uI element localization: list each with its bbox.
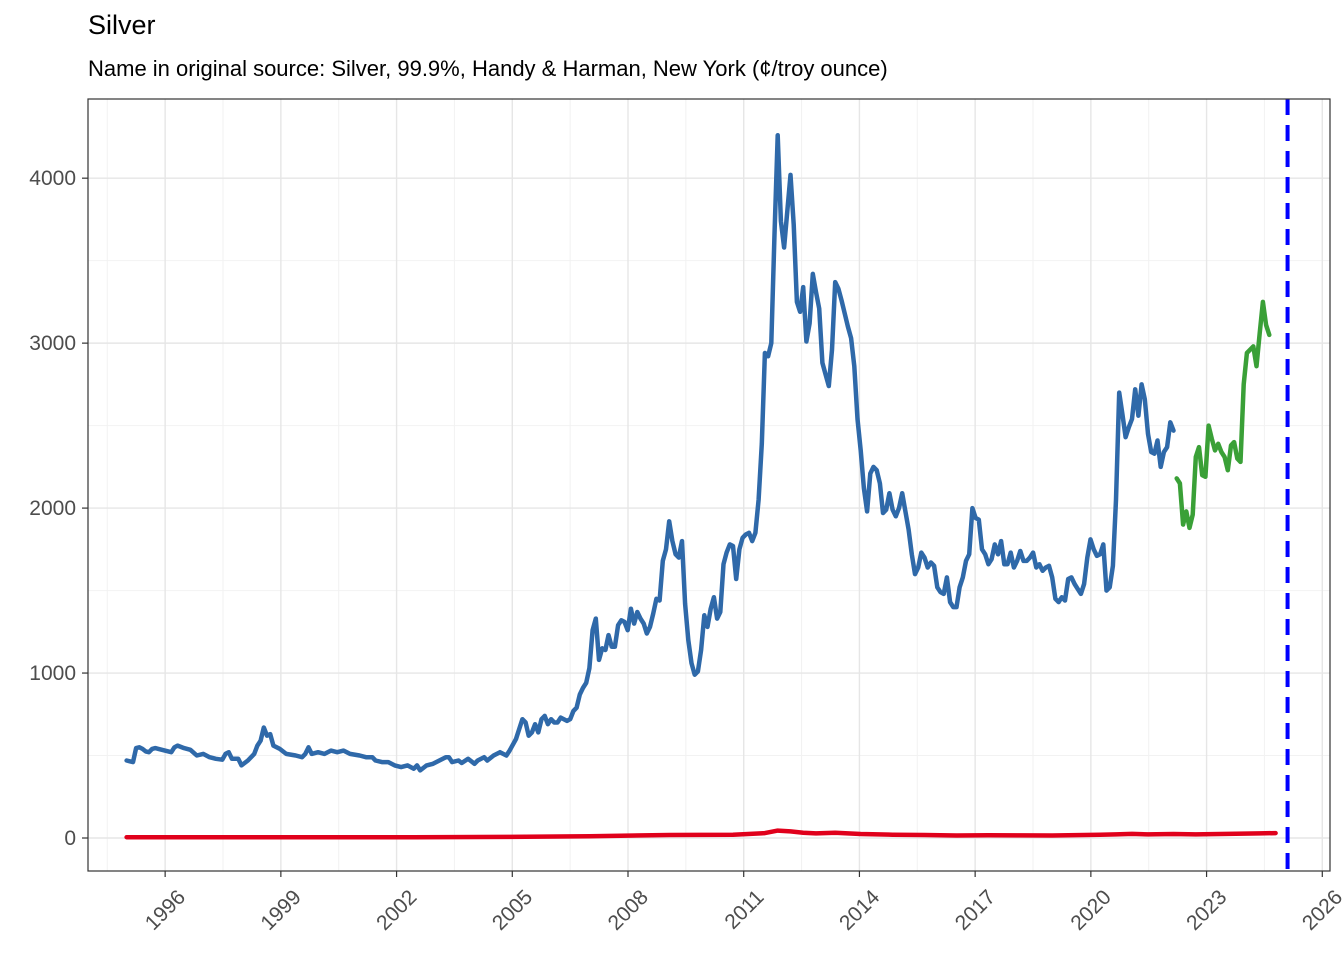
chart-title: Silver <box>88 10 156 40</box>
series-line-2 <box>124 828 1278 840</box>
y-tick-label: 2000 <box>29 497 76 520</box>
series-line-3 <box>1174 299 1272 531</box>
x-tick-label: 2002 <box>372 886 421 935</box>
x-tick-label: 2014 <box>835 885 885 935</box>
x-tick-label: 2026 <box>1298 886 1344 935</box>
x-tick-label: 2005 <box>488 886 537 935</box>
chart-subtitle: Name in original source: Silver, 99.9%, … <box>88 56 888 81</box>
x-axis: 1996 1999 2002 2005 2008 2011 2014 2017 2020 2023… <box>141 871 1344 935</box>
x-tick-label: 2008 <box>604 886 653 935</box>
y-tick-label: 0 <box>64 827 76 850</box>
y-tick-label: 3000 <box>29 332 76 355</box>
series-line-1 <box>124 133 1176 773</box>
x-tick-label: 2017 <box>951 886 1000 935</box>
y-tick-label: 4000 <box>29 167 76 190</box>
x-tick-label: 2020 <box>1066 886 1115 935</box>
y-tick-label: 1000 <box>29 662 76 685</box>
grid-minor <box>88 99 1330 871</box>
series-layer <box>124 133 1278 840</box>
x-tick-label: 2011 <box>720 886 768 934</box>
x-tick-label: 1996 <box>141 886 190 935</box>
x-tick-label: 2023 <box>1182 886 1231 935</box>
panel-border <box>87 98 1331 872</box>
x-tick-label: 1999 <box>256 886 305 935</box>
grid-major <box>88 99 1330 871</box>
y-axis: 0 1000 2000 3000 4000 <box>29 167 88 850</box>
